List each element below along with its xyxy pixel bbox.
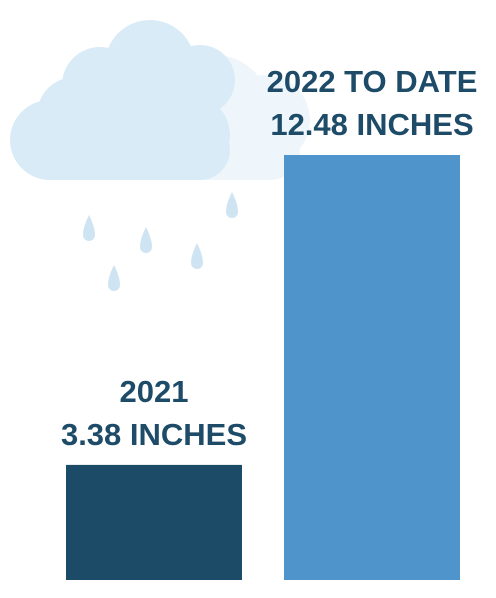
category-label: 2022 TO DATE — [267, 64, 478, 99]
value-label: 3.38 INCHES — [61, 417, 247, 452]
category-label: 2021 — [120, 374, 189, 409]
value-label: 12.48 INCHES — [270, 107, 473, 142]
cloud-illustration — [10, 20, 310, 291]
bar — [66, 464, 242, 580]
bar — [284, 155, 460, 580]
